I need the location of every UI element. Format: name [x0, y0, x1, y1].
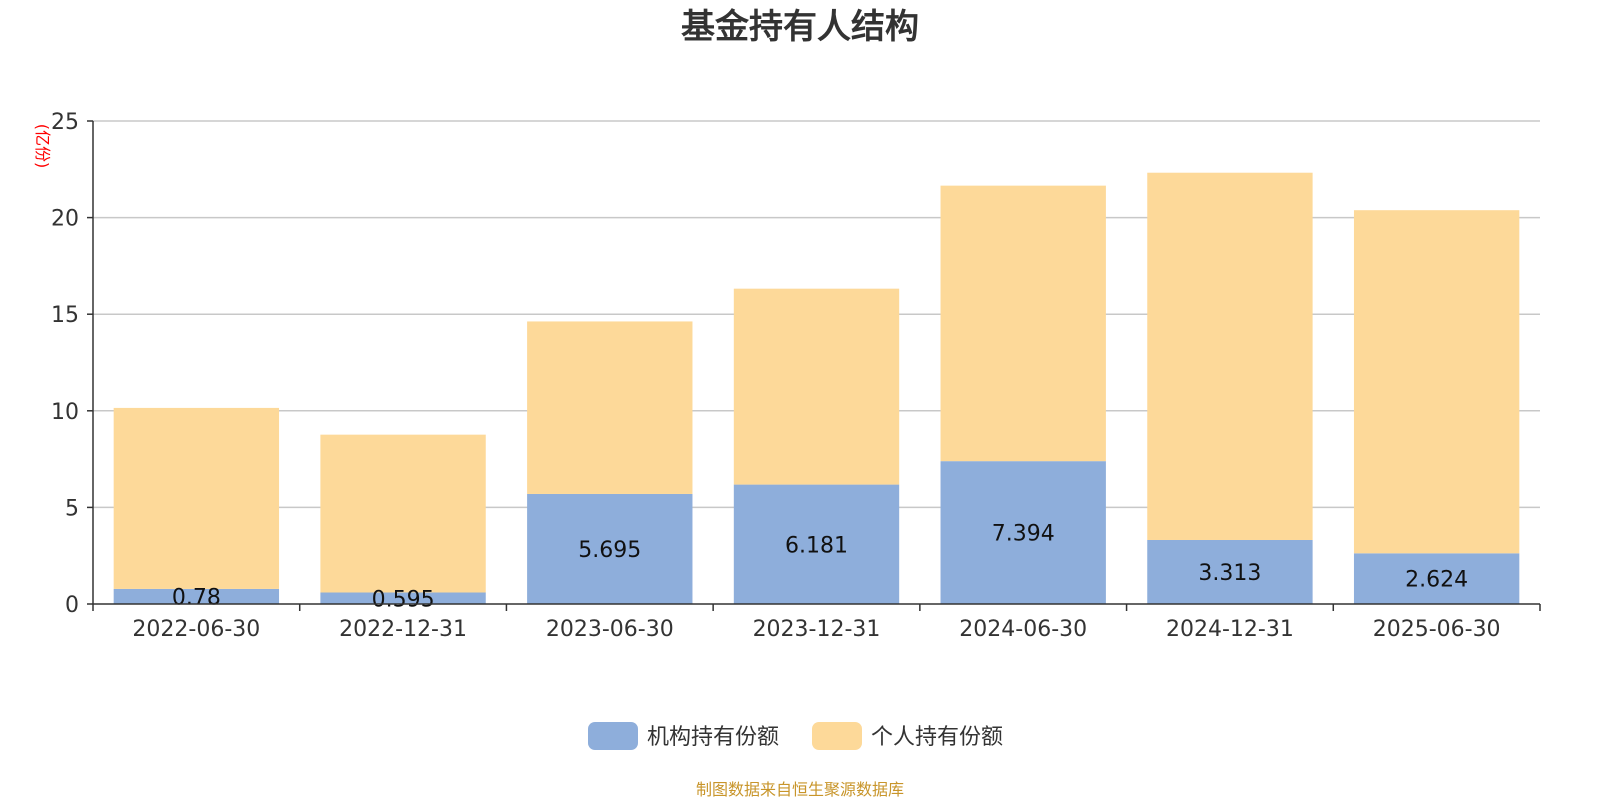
y-tick-label: 10 [51, 400, 79, 425]
data-label: 7.394 [992, 522, 1055, 547]
source-note: 制图数据来自恒生聚源数据库 [696, 780, 904, 799]
x-axis: 2022-06-30 2022-12-31 2023-06-30 2023-12-31… [92, 603, 1541, 642]
legend-label: 机构持有份额 [647, 725, 779, 750]
data-label: 0.78 [172, 585, 221, 610]
y-tick-label: 15 [51, 303, 79, 328]
x-tick-label: 2025-06-30 [1373, 617, 1501, 642]
bar-individual [1353, 210, 1520, 554]
y-tick-label: 25 [51, 110, 79, 135]
x-tick-label: 2024-06-30 [959, 617, 1087, 642]
bar-individual [733, 288, 900, 485]
bar-individual [1147, 172, 1313, 540]
legend-label: 个人持有份额 [871, 725, 1003, 750]
data-label: 2.624 [1405, 568, 1468, 593]
bar-institutional [320, 592, 486, 604]
data-label: 0.595 [372, 587, 435, 612]
bar-individual [527, 321, 693, 494]
bar-individual [940, 185, 1106, 462]
bar-institutional [940, 461, 1106, 604]
bar-individual [113, 407, 280, 589]
data-label: 3.313 [1198, 561, 1261, 586]
data-label: 6.181 [785, 533, 848, 558]
bar-institutional [1147, 539, 1313, 604]
chart-title: 基金持有人结构 [681, 7, 919, 47]
bar-institutional [113, 588, 280, 604]
bar-individual [320, 434, 486, 593]
legend-swatch [588, 722, 638, 750]
x-tick-label: 2023-06-30 [546, 617, 674, 642]
y-axis-ticks: 0 5 10 15 20 25 [51, 110, 94, 618]
bar-institutional [1353, 553, 1520, 604]
y-tick-label: 20 [51, 207, 79, 232]
y-tick-label: 0 [65, 593, 79, 618]
y-axis-unit: (亿份) [33, 124, 52, 169]
data-label: 5.695 [578, 538, 641, 563]
legend: 机构持有份额 个人持有份额 [588, 722, 1003, 750]
data-labels: 0.78 0.595 5.695 6.181 7.394 3.313 2.624 [172, 522, 1468, 613]
x-tick-label: 2023-12-31 [753, 617, 881, 642]
bar-institutional [733, 484, 900, 604]
y-tick-label: 5 [65, 496, 79, 521]
x-tick-label: 2024-12-31 [1166, 617, 1294, 642]
x-tick-label: 2022-06-30 [132, 617, 260, 642]
legend-swatch [812, 722, 862, 750]
x-tick-label: 2022-12-31 [339, 617, 467, 642]
bar-series [113, 172, 1520, 604]
bar-institutional [527, 493, 693, 604]
